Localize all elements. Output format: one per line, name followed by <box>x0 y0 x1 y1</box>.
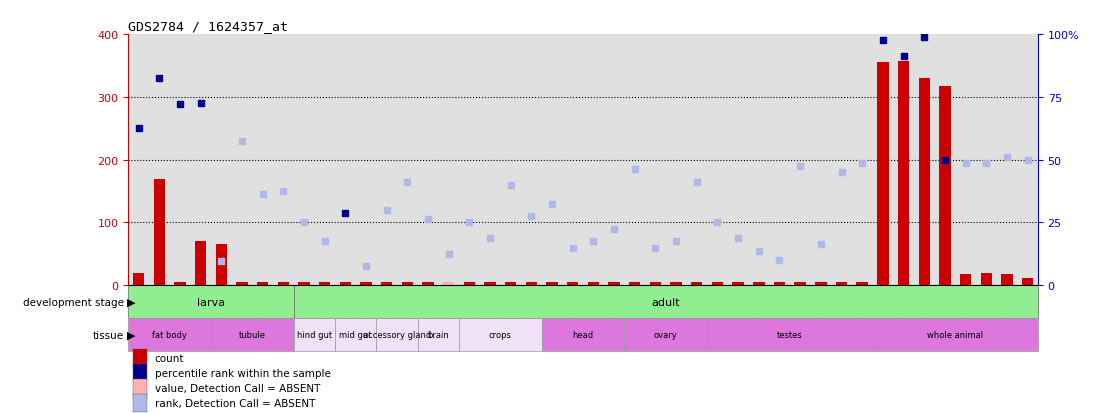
Bar <box>402 282 413 285</box>
Bar <box>873 318 1038 351</box>
Bar <box>195 242 206 285</box>
Text: count: count <box>155 353 184 363</box>
Bar <box>547 282 558 285</box>
Bar <box>815 282 827 285</box>
Bar <box>629 282 641 285</box>
Bar <box>773 282 786 285</box>
Bar <box>588 282 599 285</box>
Bar <box>940 86 951 285</box>
Bar <box>506 282 517 285</box>
Bar <box>459 318 541 351</box>
Bar <box>335 318 376 351</box>
Bar <box>918 79 930 285</box>
Bar <box>417 318 459 351</box>
Bar <box>856 282 868 285</box>
Bar <box>215 245 227 285</box>
Text: accessory gland: accessory gland <box>363 330 431 339</box>
Bar <box>671 282 682 285</box>
Text: head: head <box>573 330 594 339</box>
Bar <box>237 282 248 285</box>
Text: ▶: ▶ <box>127 297 136 307</box>
Text: testes: testes <box>777 330 802 339</box>
Bar <box>691 282 702 285</box>
Text: ovary: ovary <box>654 330 677 339</box>
Bar <box>360 282 372 285</box>
Bar <box>625 318 708 351</box>
Bar <box>526 282 537 285</box>
Bar <box>608 282 619 285</box>
Bar <box>422 282 434 285</box>
Text: larva: larva <box>196 297 225 307</box>
Bar <box>278 282 289 285</box>
Bar <box>1001 274 1012 285</box>
Text: ▶: ▶ <box>127 330 136 339</box>
Text: percentile rank within the sample: percentile rank within the sample <box>155 368 330 378</box>
Text: development stage: development stage <box>23 297 124 307</box>
Bar <box>133 394 147 412</box>
Bar <box>257 282 268 285</box>
Bar <box>298 282 310 285</box>
Bar <box>464 282 475 285</box>
Bar <box>133 273 144 285</box>
Bar <box>376 318 417 351</box>
Text: crops: crops <box>489 330 512 339</box>
Bar <box>294 285 1038 318</box>
Text: GDS2784 / 1624357_at: GDS2784 / 1624357_at <box>128 19 288 33</box>
Text: rank, Detection Call = ABSENT: rank, Detection Call = ABSENT <box>155 398 315 408</box>
Text: whole animal: whole animal <box>927 330 983 339</box>
Bar <box>128 285 294 318</box>
Bar <box>541 318 625 351</box>
Bar <box>898 62 910 285</box>
Bar <box>133 364 147 382</box>
Bar <box>877 63 888 285</box>
Bar <box>795 282 806 285</box>
Bar <box>567 282 578 285</box>
Bar <box>981 273 992 285</box>
Bar <box>484 282 496 285</box>
Bar <box>133 380 147 397</box>
Bar <box>381 282 393 285</box>
Bar <box>732 282 744 285</box>
Text: tubule: tubule <box>239 330 266 339</box>
Bar <box>174 282 185 285</box>
Bar <box>960 274 971 285</box>
Bar <box>836 282 847 285</box>
Bar <box>319 282 330 285</box>
Text: hind gut: hind gut <box>297 330 331 339</box>
Text: brain: brain <box>427 330 450 339</box>
Text: mid gut: mid gut <box>339 330 372 339</box>
Bar <box>753 282 764 285</box>
Text: adult: adult <box>652 297 680 307</box>
Bar <box>443 282 454 285</box>
Text: fat body: fat body <box>152 330 187 339</box>
Bar <box>1022 278 1033 285</box>
Bar <box>708 318 873 351</box>
Text: tissue: tissue <box>93 330 124 339</box>
Text: value, Detection Call = ABSENT: value, Detection Call = ABSENT <box>155 383 320 393</box>
Bar <box>712 282 723 285</box>
Bar <box>294 318 335 351</box>
Bar <box>211 318 294 351</box>
Bar <box>128 318 211 351</box>
Bar <box>154 179 165 285</box>
Bar <box>650 282 661 285</box>
Bar <box>339 282 352 285</box>
Bar <box>133 349 147 367</box>
